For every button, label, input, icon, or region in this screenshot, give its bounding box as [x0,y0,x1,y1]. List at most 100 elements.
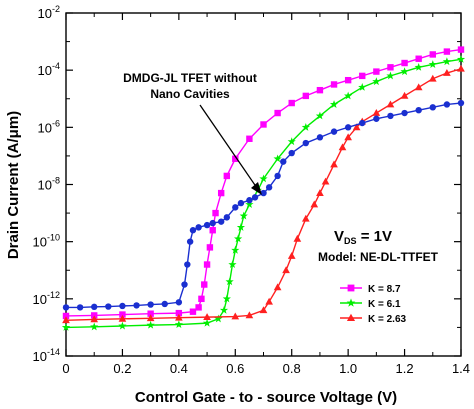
data-point [415,55,422,62]
data-point [443,101,451,108]
data-point [457,46,465,53]
data-point [184,261,191,268]
legend-label: K = 2.63 [368,314,407,325]
model-label: Model: NE-DL-TTFET [318,250,439,264]
data-point [373,68,380,75]
data-point [302,92,310,100]
data-point [293,234,302,242]
annotation-arrow-head [251,182,262,195]
data-point [181,281,188,288]
series-layer [61,46,466,331]
annotation-label-line1: DMDG-JL TFET without [123,71,257,85]
data-point [237,199,245,207]
data-point [358,83,367,91]
y-tick-label: 10-8 [38,176,60,193]
data-point [236,223,246,231]
data-point [223,172,231,180]
data-point [251,194,259,201]
data-point [321,177,330,185]
data-point [245,200,254,208]
data-point [265,297,273,305]
data-point [387,112,394,120]
data-point [231,312,240,320]
ticks-layer: 0 0.2 0.4 0.6 0.8 1.0 1.2 1.4 10-14 10-12 10-10 10-… [33,4,471,376]
data-point [330,160,338,168]
series-k-2-63 [62,64,465,324]
x-tick-label: 1.2 [396,361,414,376]
data-point [217,189,225,197]
data-point [329,100,339,108]
data-point [288,149,295,157]
data-point [259,306,268,314]
data-point [118,314,127,322]
data-point [62,312,70,320]
data-point [456,54,466,63]
vds-label: VDS = 1V [334,228,392,246]
data-point [119,302,126,310]
data-point [457,64,465,72]
data-point [274,109,281,117]
data-point [246,197,253,204]
data-point [414,62,423,71]
data-point [428,74,437,82]
legend-label: K = 6.1 [368,299,401,310]
data-point [301,123,310,131]
data-point [119,311,126,318]
x-tick-label: 0 [62,361,69,376]
data-point [222,294,231,303]
data-point [344,91,353,100]
data-point [209,219,216,227]
data-point [288,99,295,107]
data-point [315,111,325,120]
data-point [316,134,324,141]
data-point [330,81,338,88]
data-point [219,305,229,314]
data-point [91,312,98,319]
y-tick-label: 10-4 [38,61,60,78]
data-point [217,218,225,225]
data-point [118,321,127,330]
data-point [133,302,140,309]
data-point [76,304,84,311]
data-point [209,227,216,234]
data-point [344,124,352,131]
data-point [245,311,254,319]
x-tick-label: 1.0 [339,361,357,376]
data-point [359,72,366,80]
y-axis-title: Drain Current (A/μm) [5,111,22,259]
data-point [62,304,70,311]
data-point [90,315,99,323]
data-point [316,86,324,94]
data-point [287,137,296,146]
data-point [91,303,98,311]
x-tick-label: 0.4 [170,361,188,376]
series-k-8-7 [62,46,465,320]
data-point [274,172,281,180]
data-point [344,76,352,84]
data-point [198,295,205,303]
data-point [203,313,211,321]
data-point [202,318,212,327]
y-tick-label: 10-2 [38,4,60,21]
data-point [310,200,319,208]
data-point [442,57,451,66]
y-tick-label: 10-12 [33,290,60,307]
data-point [387,64,394,71]
data-point [273,283,282,291]
data-point [62,316,70,324]
data-point [232,204,239,211]
data-point [302,139,310,147]
data-point [234,234,243,243]
data-point [372,77,381,86]
data-point [359,119,366,127]
x-tick-label: 0.2 [113,361,131,376]
legend: K = 8.7 K = 6.1 K = 2.63 [340,284,407,325]
data-point [212,209,219,217]
data-point [232,155,239,162]
data-point [203,261,211,268]
data-point [372,109,381,116]
data-point [206,244,214,251]
annotation-arrow-shaft [199,104,258,189]
data-point [373,115,380,122]
data-point [282,266,290,274]
